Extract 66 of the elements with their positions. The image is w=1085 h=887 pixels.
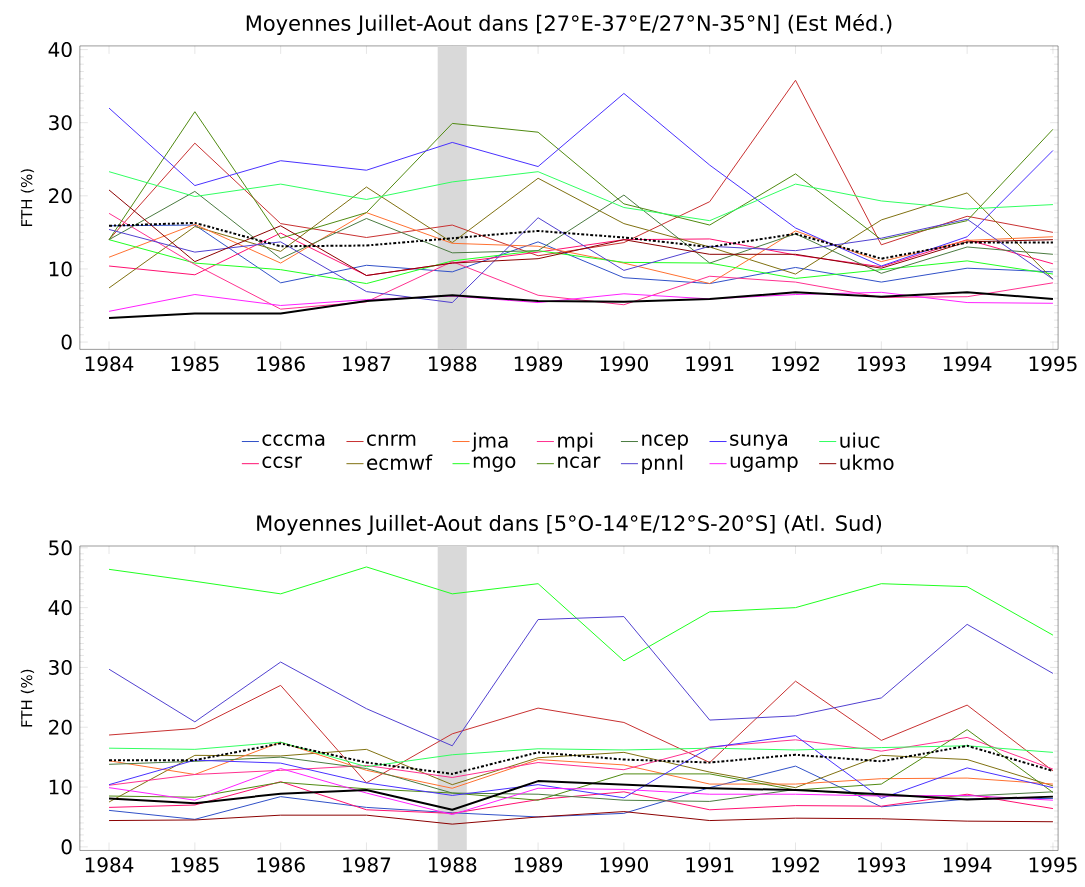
x-tick-label: 1989 [514,857,563,873]
legend-label: ncep [642,434,688,450]
line-series [108,810,1054,825]
x-tick-label: 1994 [943,356,992,372]
x-tick-label: 1992 [772,356,819,372]
legend-label: sunya [730,434,788,450]
line-series [108,221,1054,260]
y-tick-label: 40 [48,599,72,615]
legend-label: ccsr [262,456,302,468]
legend-label: uiuc [840,432,880,448]
y-tick-label: 20 [49,719,72,735]
y-tick-label: 0 [61,839,72,855]
x-tick-label: 1984 [85,356,134,372]
legend-label: ncar [558,456,601,468]
chart-title: Moyennes Juillet-Aout dans [5°O-14°E/12°S-20°S] (Atl. Sud) [257,514,882,535]
legend-label: ukmo [840,454,894,470]
legend-label: mgo [473,456,516,472]
y-tick-label: 10 [49,261,72,277]
x-tick-label: 1988 [429,356,477,372]
y-tick-label: 10 [49,779,72,795]
legend-label: ecmwf [367,454,433,470]
line-series [108,291,1054,319]
x-tick-label: 1994 [943,857,992,873]
y-axis-title: FTH (%) [20,669,35,727]
x-tick-label: 1991 [686,356,734,372]
y-tick-label: 30 [49,659,72,675]
legend-label: mpi [558,432,593,452]
line-series [108,211,1054,284]
y-tick-label: 50 [49,540,72,556]
line-series [108,741,1054,768]
line-series [108,111,1054,240]
x-tick-label: 1992 [772,857,819,873]
y-tick-label: 40 [48,41,72,57]
y-axis-title: FTH (%) [20,169,35,226]
line-series [108,177,1054,289]
x-tick-label: 1995 [1029,857,1077,873]
line-series [108,170,1054,221]
x-tick-label: 1985 [171,356,219,372]
y-tick-label: 20 [49,188,72,204]
x-tick-label: 1989 [514,356,563,372]
x-tick-label: 1990 [600,857,648,873]
x-tick-label: 1986 [257,356,305,372]
x-tick-label: 1990 [600,356,648,372]
legend-label: jma [471,432,508,452]
x-tick-label: 1988 [429,857,477,873]
legend-label: cccma [262,434,325,446]
line-series [108,566,1054,662]
x-tick-label: 1993 [858,857,906,873]
x-tick-label: 1985 [171,857,219,873]
chart-title: Moyennes Juillet-Aout dans [27°E-37°E/27°N-35°N] (Est Méd.) [246,13,892,35]
y-tick-label: 30 [49,114,72,131]
x-tick-label: 1986 [257,857,305,873]
y-tick-label: 0 [61,334,72,350]
legend-label: ugamp [730,456,798,472]
x-tick-label: 1987 [343,356,391,372]
line-series [108,748,1054,803]
x-tick-label: 1991 [686,857,734,873]
legend-label: cnrm [367,434,416,446]
line-series [108,615,1054,747]
x-tick-label: 1993 [858,356,906,372]
line-series [108,680,1054,784]
line-series [108,742,1054,775]
x-tick-label: 1984 [85,857,134,873]
x-tick-label: 1995 [1029,356,1077,372]
x-tick-label: 1987 [343,857,391,873]
legend-label: pnnl [642,454,683,474]
